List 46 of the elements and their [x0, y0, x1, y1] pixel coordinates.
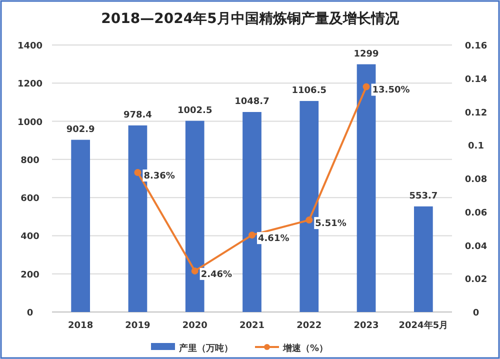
- point: [248, 232, 256, 239]
- legend-label: 增速（%）: [282, 343, 328, 354]
- y-tick-label: 600: [20, 194, 40, 204]
- data-label: 1048.7: [234, 97, 270, 107]
- point: [306, 216, 313, 224]
- data-label: 1299: [354, 49, 379, 60]
- x-tick-label: 2021: [239, 321, 265, 331]
- y2-tick-label: 0.1: [468, 142, 484, 152]
- point: [134, 168, 142, 176]
- legend-label: 产里（万吨）: [178, 343, 233, 354]
- data-label: 8.36%: [144, 171, 175, 182]
- y-tick-label: 1400: [17, 42, 43, 52]
- y2-tick-label: 0.04: [464, 242, 488, 252]
- point: [191, 267, 198, 274]
- data-label: 902.9: [66, 124, 95, 135]
- y2-tick-label: 0.12: [464, 108, 488, 118]
- y-tick-label: 800: [20, 156, 40, 166]
- x-tick-label: 2019: [125, 321, 150, 331]
- y-tick-label: 200: [20, 270, 40, 280]
- data-label: 978.4: [123, 110, 152, 120]
- y2-tick-label: 0.02: [464, 275, 488, 286]
- y-tick-label: 1000: [17, 118, 43, 128]
- data-label: 5.51%: [315, 219, 346, 230]
- x-tick-label: 2023: [354, 321, 379, 331]
- y-tick-label: 0: [26, 308, 34, 318]
- point: [362, 83, 370, 90]
- y2-tick-label: 0.16: [464, 42, 488, 52]
- bar: [71, 140, 90, 312]
- data-label: 1106.5: [292, 86, 327, 96]
- y2-tick-label: 0.08: [464, 175, 488, 185]
- y2-tick-label: 0.06: [464, 208, 488, 218]
- x-tick-label: 2024年5月: [398, 320, 448, 331]
- y-tick-label: 400: [20, 232, 40, 242]
- chart-title: 2018—2024年5月中国精炼铜产量及增长情况: [101, 10, 400, 27]
- y2-tick-label: 0: [472, 308, 480, 318]
- data-label: 553.7: [409, 191, 438, 202]
- data-label: 2.46%: [200, 270, 232, 280]
- bar: [414, 206, 433, 312]
- x-tick-label: 2022: [296, 321, 322, 331]
- y2-tick-label: 0.14: [464, 74, 488, 85]
- data-label: 13.50%: [372, 86, 410, 96]
- data-label: 4.61%: [258, 234, 290, 244]
- x-tick-label: 2020: [182, 321, 208, 331]
- x-tick-label: 2018: [68, 321, 94, 331]
- data-label: 1002.5: [177, 106, 212, 116]
- y-tick-label: 1200: [17, 80, 43, 90]
